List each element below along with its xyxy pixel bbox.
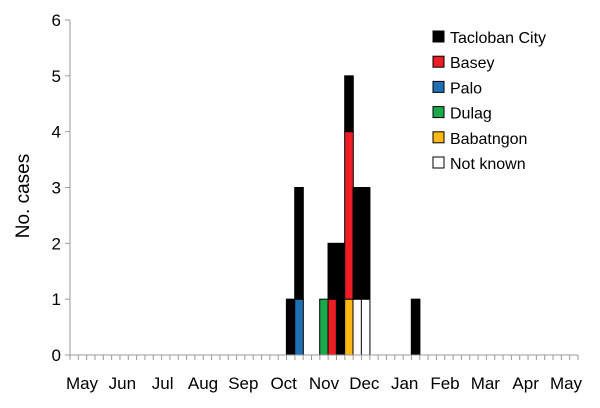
bar-segment-tacloban-city xyxy=(410,298,421,356)
bar-segment-tacloban-city xyxy=(352,187,363,300)
bar-segment-not-known xyxy=(352,298,363,356)
legend-swatch xyxy=(432,80,445,93)
legend: Tacloban City Basey Palo Dulag Babatngon Not … xyxy=(432,30,546,173)
bar-segment-not-known xyxy=(360,298,371,356)
x-tick-label: May xyxy=(66,374,99,393)
legend-label: Palo xyxy=(450,80,482,97)
x-axis: May Jun Jul Aug Sep Oct Nov Dec Jan Feb Mar Apr May xyxy=(66,355,583,393)
legend-label: Basey xyxy=(450,55,494,72)
y-tick-label: 5 xyxy=(52,67,61,86)
bar-segment-tacloban-city xyxy=(335,242,346,356)
y-tick-label: 3 xyxy=(52,179,61,198)
y-tick-label: 4 xyxy=(52,123,61,142)
bar-segment-tacloban-city xyxy=(285,298,296,356)
x-tick-label: Aug xyxy=(188,374,218,393)
legend-swatch xyxy=(432,106,445,119)
axes xyxy=(69,20,578,356)
legend-swatch xyxy=(432,156,445,169)
legend-label: Not known xyxy=(450,156,526,173)
x-tick-label: Oct xyxy=(270,374,297,393)
legend-label: Babatngon xyxy=(450,131,527,148)
y-tick-label: 1 xyxy=(52,290,61,309)
bar-segment-tacloban-city xyxy=(344,75,354,133)
x-tick-label: Dec xyxy=(349,374,380,393)
y-axis: 0 1 2 3 4 5 6 xyxy=(52,11,70,365)
y-axis-label: No. cases xyxy=(13,154,34,238)
y-tick-label: 2 xyxy=(52,234,61,253)
bar-segment-babatngon xyxy=(344,298,354,356)
bar-segment-tacloban-city xyxy=(360,187,371,300)
y-tick-label: 6 xyxy=(52,11,61,30)
legend-swatch xyxy=(432,30,445,43)
x-tick-label: Apr xyxy=(512,374,539,393)
x-tick-label: Mar xyxy=(471,374,501,393)
legend-label: Tacloban City xyxy=(450,30,546,47)
legend-swatch xyxy=(432,131,445,144)
x-tick-label: Jan xyxy=(391,374,418,393)
bar-segment-palo xyxy=(294,298,304,356)
x-tick-label: Jun xyxy=(109,374,136,393)
bar-segment-tacloban-city xyxy=(327,242,338,300)
bar-segment-tacloban-city xyxy=(294,187,304,300)
x-tick-label: Jul xyxy=(152,374,174,393)
x-tick-label: May xyxy=(550,374,583,393)
bar-segment-basey xyxy=(327,298,338,356)
x-tick-label: Nov xyxy=(309,374,340,393)
bars xyxy=(285,75,421,356)
y-tick-label: 0 xyxy=(52,346,61,365)
legend-label: Dulag xyxy=(450,106,492,123)
x-tick-label: Sep xyxy=(228,374,258,393)
x-tick-label: Feb xyxy=(430,374,459,393)
bar-segment-basey xyxy=(344,131,354,300)
bar-segment-dulag xyxy=(319,298,329,356)
legend-swatch xyxy=(432,55,445,68)
